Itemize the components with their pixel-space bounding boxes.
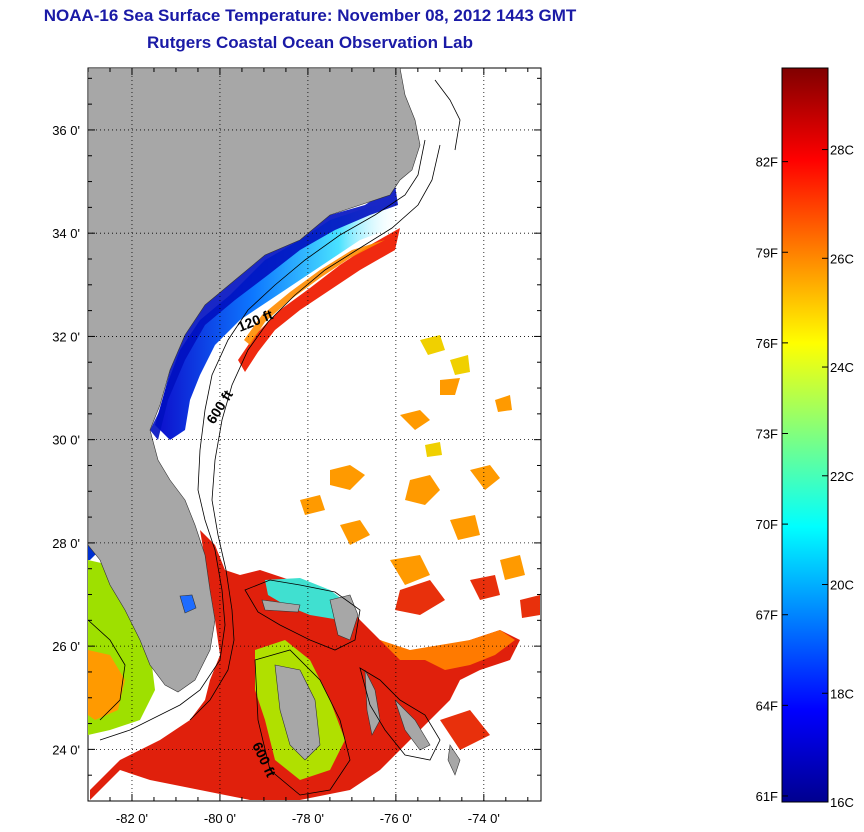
colorbar-label-celsius: 18C (830, 686, 854, 701)
longitude-label: -80 0' (204, 811, 236, 826)
colorbar-ticks (782, 149, 828, 803)
longitude-label: -78 0' (292, 811, 324, 826)
colorbar-label-fahrenheit: 67F (756, 608, 778, 623)
bahamas-orange (380, 630, 515, 670)
colorbar-label-fahrenheit: 76F (756, 336, 778, 351)
colorbar-gradient (781, 67, 829, 803)
gulf-shelf-warm (88, 650, 125, 720)
offshore-yellow-patches (420, 335, 470, 457)
map-subtitle: Rutgers Coastal Ocean Observation Lab (147, 33, 473, 52)
colorbar-label-celsius: 26C (830, 251, 854, 266)
colorbar-fahrenheit-labels: 82F 79F 76F 73F 70F 67F 64F 61F (756, 155, 778, 804)
latitude-label: 32 0' (52, 329, 80, 344)
isobath-contours (88, 79, 461, 796)
inner-cold-water (150, 185, 398, 440)
latitude-label: 24 0' (52, 742, 80, 757)
latitude-label: 26 0' (52, 639, 80, 654)
latitude-label: 34 0' (52, 226, 80, 241)
bahamas-exuma (394, 699, 431, 751)
lake-okeechobee (179, 594, 197, 614)
latitude-label: 30 0' (52, 433, 80, 448)
bahamas-long-island (447, 744, 461, 776)
longitude-label: -74 0' (468, 811, 500, 826)
offshore-red-patches (395, 575, 540, 750)
colorbar-label-celsius: 16C (830, 795, 854, 810)
colorbar-label-celsius: 28C (830, 143, 854, 158)
latitude-label: 36 0' (52, 123, 80, 138)
bahamas-grand-bahama (261, 599, 301, 613)
colorbar-label-fahrenheit: 82F (756, 155, 778, 170)
bahamas-eleuthera (364, 669, 381, 736)
us-mainland (88, 68, 421, 693)
colorbar-label-fahrenheit: 79F (756, 245, 778, 260)
longitude-label: -82 0' (116, 811, 148, 826)
map-title: NOAA-16 Sea Surface Temperature: Novembe… (43, 6, 577, 25)
colorbar-label-fahrenheit: 64F (756, 698, 778, 713)
colorbar-label-fahrenheit: 70F (756, 517, 778, 532)
colorbar-label-celsius: 20C (830, 578, 854, 593)
gulf-stream-edge (238, 228, 400, 372)
bahamas-andros (274, 664, 321, 761)
colorbar-celsius-labels: 28C 26C 24C 22C 20C 18C 16C (830, 143, 854, 810)
longitude-labels: -82 0' -80 0' -78 0' -76 0' -74 0' (116, 811, 500, 826)
bahamas-bank-shallow (265, 578, 350, 620)
bahamas-abaco (329, 594, 359, 641)
longitude-label: -76 0' (380, 811, 412, 826)
land-layer (88, 68, 461, 776)
latitude-labels: 36 0' 34 0' 32 0' 30 0' 28 0' 26 0' 24 0' (52, 123, 80, 757)
colorbar-label-fahrenheit: 61F (756, 789, 778, 804)
offshore-warm-patches (300, 378, 525, 585)
colorbar-label-fahrenheit: 73F (756, 426, 778, 441)
latitude-label: 28 0' (52, 536, 80, 551)
colorbar-label-celsius: 24C (830, 360, 854, 375)
map-ticks (87, 68, 541, 802)
colorbar-label-celsius: 22C (830, 469, 854, 484)
